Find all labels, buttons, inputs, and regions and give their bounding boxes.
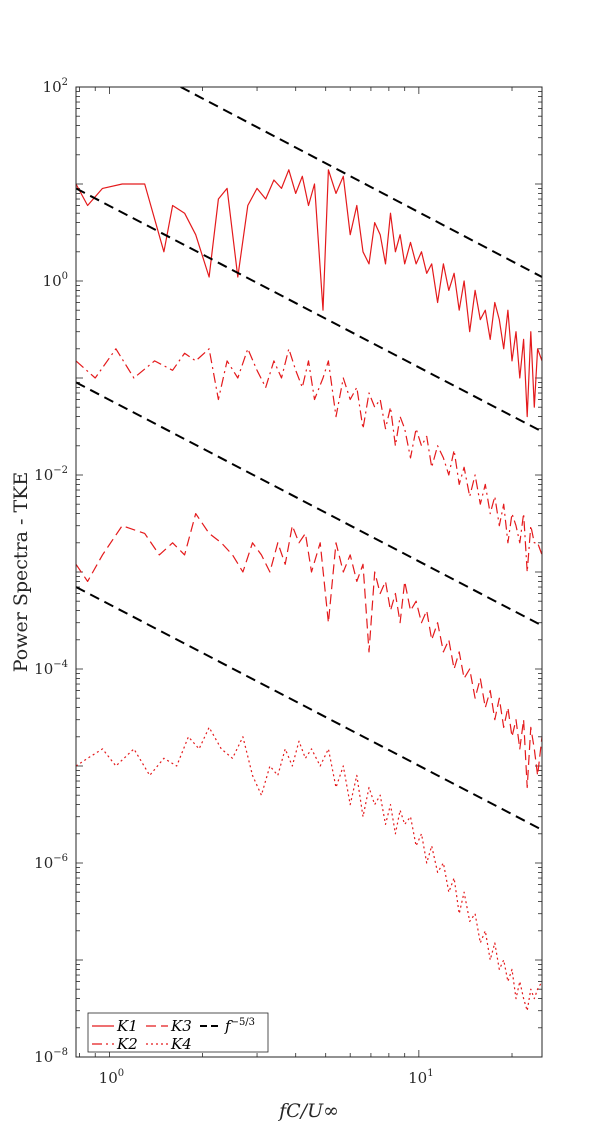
y-tick-label: 10−2	[34, 465, 68, 484]
x-tick-label: 100	[99, 1068, 124, 1087]
y-tick-label: 10−8	[34, 1047, 68, 1066]
legend-label: f−5/3	[224, 1017, 255, 1035]
y-tick-label: 10−6	[34, 853, 68, 872]
y-tick-label: 100	[43, 271, 68, 290]
series-line-f53	[76, 381, 542, 627]
y-tick-label: 102	[43, 77, 68, 96]
tick-labels: 102 100 10−2 10−4 10−6 10−8 100 101	[34, 77, 433, 1087]
legend: K1 K3 f−5/3 K2 K4	[87, 1012, 269, 1053]
series-line-f53	[76, 187, 542, 433]
y-tick-label: 10−4	[34, 659, 68, 678]
legend-label: K4	[170, 1035, 192, 1053]
axis-ticks	[76, 86, 542, 1058]
series-line-k2	[76, 348, 542, 573]
series-line-f53	[180, 87, 542, 278]
x-tick-label: 101	[408, 1068, 433, 1087]
y-axis-label: Power Spectra - TKE	[10, 472, 32, 672]
series-line-k4	[76, 726, 542, 1012]
series-line-k1	[76, 169, 542, 418]
x-axis-label: fC/U∞	[277, 1100, 339, 1122]
series-line-f53	[76, 586, 542, 831]
legend-label: K2	[116, 1035, 138, 1053]
legend-label: K3	[170, 1017, 192, 1035]
axes-frame	[75, 86, 543, 1058]
data-series	[76, 87, 542, 1012]
legend-label: K1	[116, 1017, 138, 1035]
legend-box	[87, 1012, 269, 1053]
